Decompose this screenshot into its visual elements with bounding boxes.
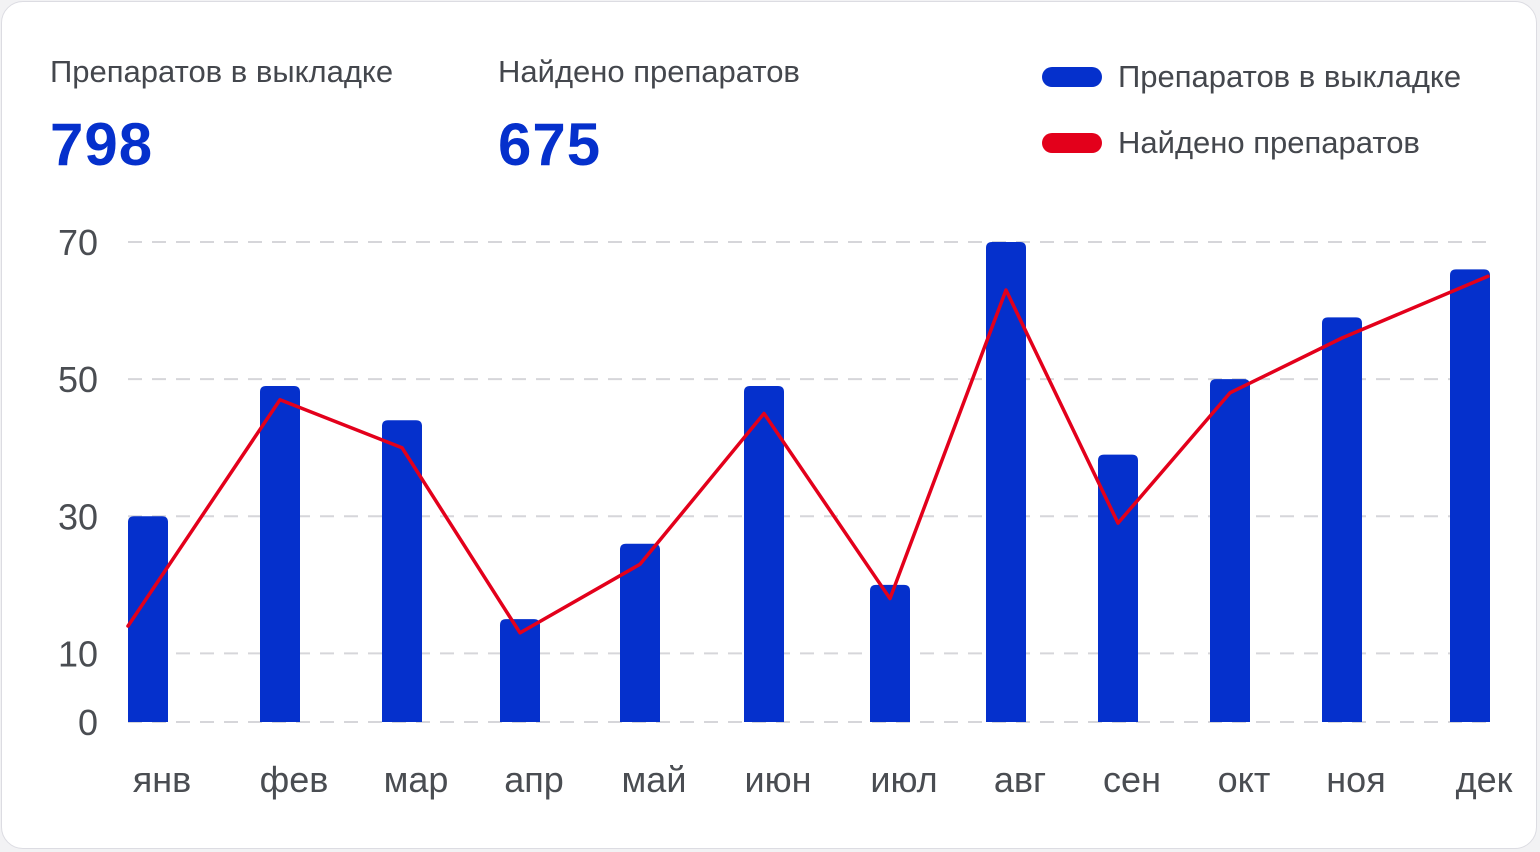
stat-found: Найдено препаратов 675 (498, 54, 800, 179)
legend-label-found: Найдено препаратов (1118, 125, 1420, 160)
x-tick-label: авг (994, 759, 1046, 800)
bar-мар (382, 420, 422, 722)
x-tick-label: июл (870, 759, 937, 800)
bar-ноя (1322, 317, 1362, 722)
y-tick-label: 30 (58, 496, 98, 537)
stat-displayed-value: 798 (50, 111, 154, 178)
x-tick-label: фев (260, 759, 329, 800)
x-tick-label: ноя (1326, 759, 1385, 800)
legend-item-displayed: Препаратов в выкладке (1042, 59, 1462, 94)
x-tick-label: дек (1456, 759, 1513, 800)
y-tick-label: 50 (58, 359, 98, 400)
bar-фев (260, 386, 300, 722)
x-tick-label: сен (1103, 759, 1161, 800)
x-tick-label: июн (745, 759, 812, 800)
bar-апр (500, 619, 540, 722)
x-tick-label: май (622, 759, 687, 800)
stat-displayed-label: Препаратов в выкладке (50, 54, 394, 89)
bar-июн (744, 386, 784, 722)
line-series-found (126, 274, 1490, 635)
x-tick-label: янв (133, 759, 192, 800)
y-tick-label: 10 (58, 633, 98, 674)
bar-авг (986, 242, 1026, 722)
bar-июл (870, 584, 910, 722)
legend: Препаратов в выкладке Найдено препаратов (1042, 59, 1462, 192)
legend-label-displayed: Препаратов в выкладке (1118, 59, 1462, 94)
stat-found-label: Найдено препаратов (498, 54, 800, 89)
bar-сен (1098, 454, 1138, 722)
x-tick-label: окт (1218, 759, 1271, 800)
stat-found-value: 675 (498, 111, 602, 178)
y-tick-label: 0 (78, 702, 98, 743)
bar-май (620, 543, 660, 722)
stat-displayed: Препаратов в выкладке 798 (50, 54, 393, 179)
legend-swatch-found (1042, 133, 1102, 153)
bar-янв (128, 516, 168, 722)
x-tick-label: апр (504, 759, 564, 800)
legend-item-found: Найдено препаратов (1042, 125, 1461, 160)
x-tick-label: мар (384, 759, 449, 800)
legend-swatch-displayed (1042, 67, 1102, 87)
y-tick-label: 70 (58, 222, 98, 263)
bar-дек (1450, 269, 1490, 722)
bar-окт (1210, 379, 1250, 722)
